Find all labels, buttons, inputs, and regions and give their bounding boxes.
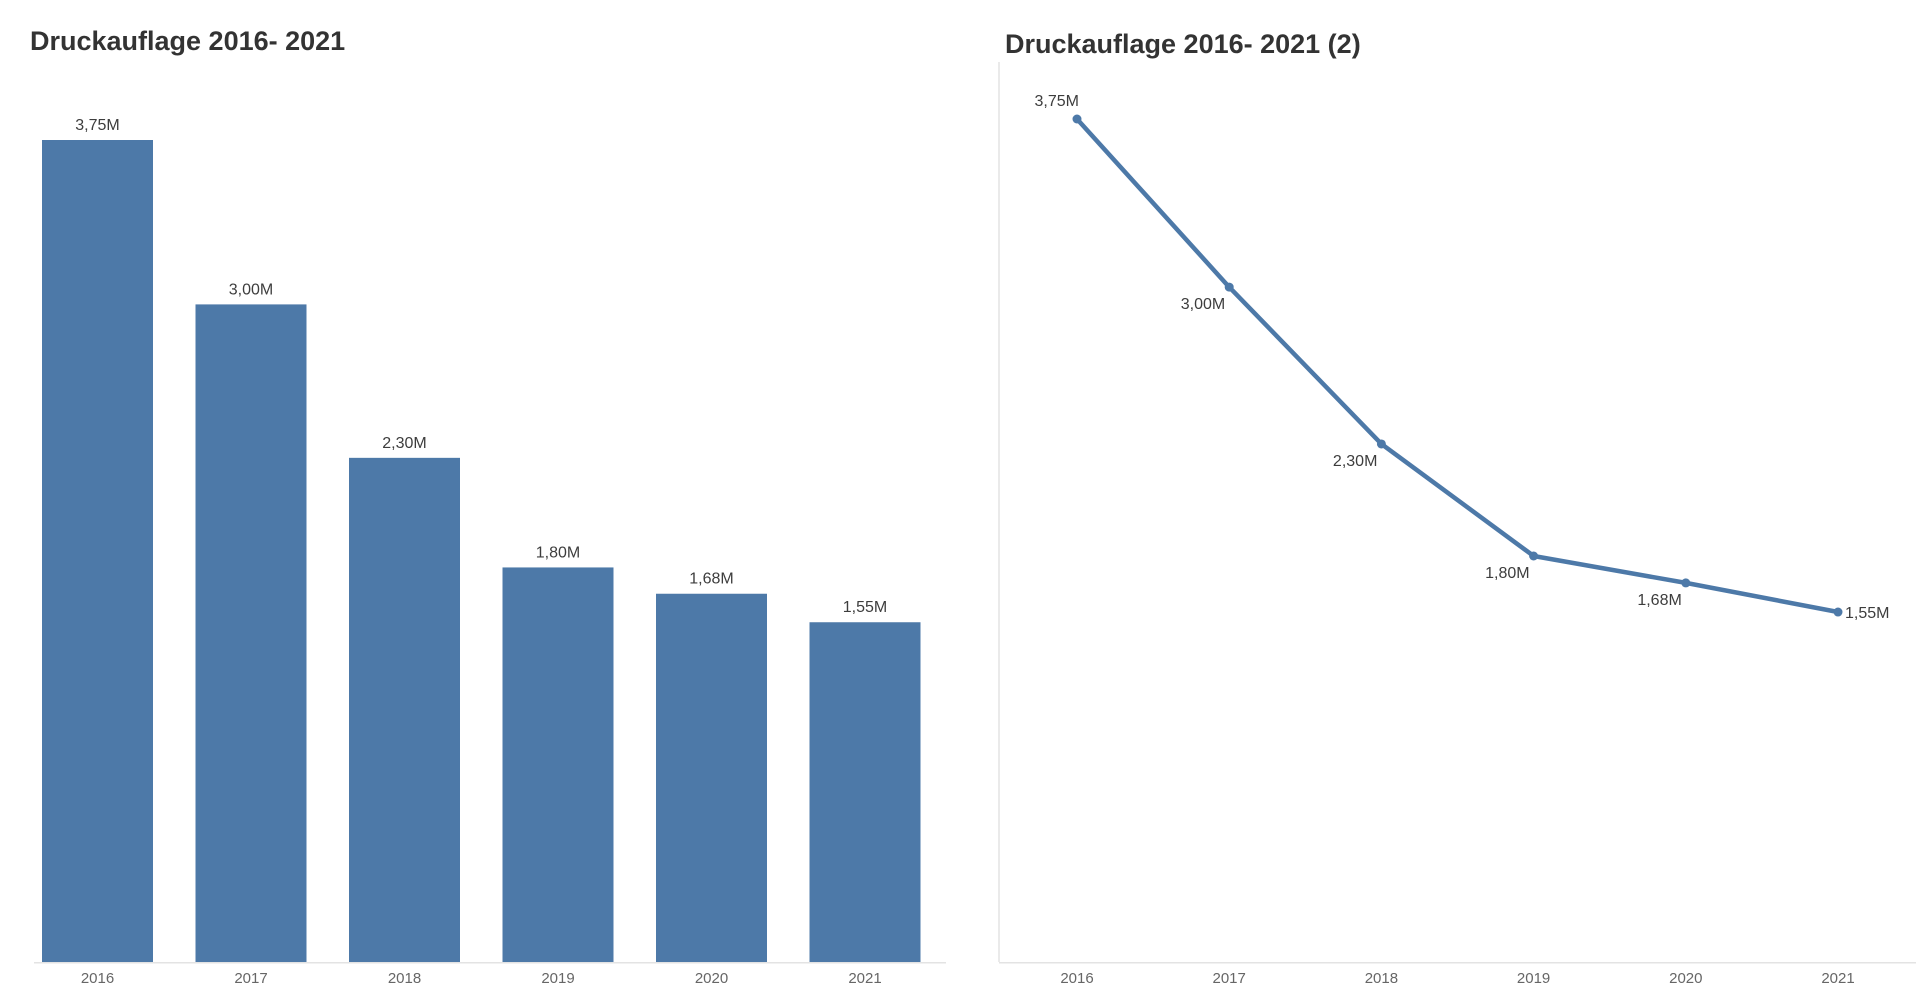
line-value-label-2021: 1,55M [1845, 605, 1889, 622]
bar-value-label-2019: 1,80M [536, 544, 580, 561]
point-2019[interactable] [1529, 551, 1539, 561]
line-value-label-2016: 3,75M [1035, 93, 1079, 110]
bar-2021[interactable] [809, 622, 921, 962]
line-value-label-2017: 3,00M [1181, 296, 1225, 313]
point-2018[interactable] [1376, 439, 1386, 449]
bar-x-tick-2020: 2020 [695, 970, 728, 987]
bar-x-tick-2018: 2018 [388, 970, 421, 987]
bar-2016[interactable] [42, 140, 153, 962]
bar-2019[interactable] [502, 567, 614, 962]
line-x-tick-2018: 2018 [1365, 970, 1398, 987]
bar-chart: 3,75M 2016 3,00M 2017 2,30M 2018 1,80M 2019 1,68… [34, 117, 946, 987]
line-x-tick-2016: 2016 [1060, 970, 1093, 987]
bar-value-label-2017: 3,00M [229, 281, 273, 298]
line-chart: 3,75M 2016 3,00M 2017 2,30M 2018 1,80M 2019 1,68… [998, 62, 1916, 987]
line-value-label-2020: 1,68M [1637, 592, 1681, 609]
point-2016[interactable] [1072, 114, 1082, 124]
bar-value-label-2020: 1,68M [689, 571, 733, 588]
line-value-label-2018: 2,30M [1333, 453, 1377, 470]
bar-2020[interactable] [656, 593, 767, 962]
bar-2018[interactable] [349, 457, 460, 962]
point-2021[interactable] [1833, 607, 1843, 617]
line-value-label-2019: 1,80M [1485, 565, 1529, 582]
bar-x-tick-2019: 2019 [541, 970, 574, 987]
bar-chart-title: Druckauflage 2016- 2021 [30, 26, 346, 56]
bar-value-label-2021: 1,55M [843, 599, 887, 616]
line-x-tick-2020: 2020 [1669, 970, 1702, 987]
bar-x-tick-2017: 2017 [234, 970, 267, 987]
line-x-tick-2021: 2021 [1821, 970, 1854, 987]
trend-line[interactable] [1074, 116, 1841, 615]
line-x-tick-2017: 2017 [1213, 970, 1246, 987]
point-2020[interactable] [1681, 578, 1691, 588]
bar-x-tick-2016: 2016 [81, 970, 114, 987]
line-chart-title: Druckauflage 2016- 2021 (2) [1005, 29, 1361, 59]
bar-2017[interactable] [195, 304, 307, 962]
bar-value-label-2018: 2,30M [382, 435, 426, 452]
bar-x-tick-2021: 2021 [848, 970, 881, 987]
bar-value-label-2016: 3,75M [75, 117, 119, 134]
line-x-tick-2019: 2019 [1517, 970, 1550, 987]
point-2017[interactable] [1224, 282, 1234, 292]
